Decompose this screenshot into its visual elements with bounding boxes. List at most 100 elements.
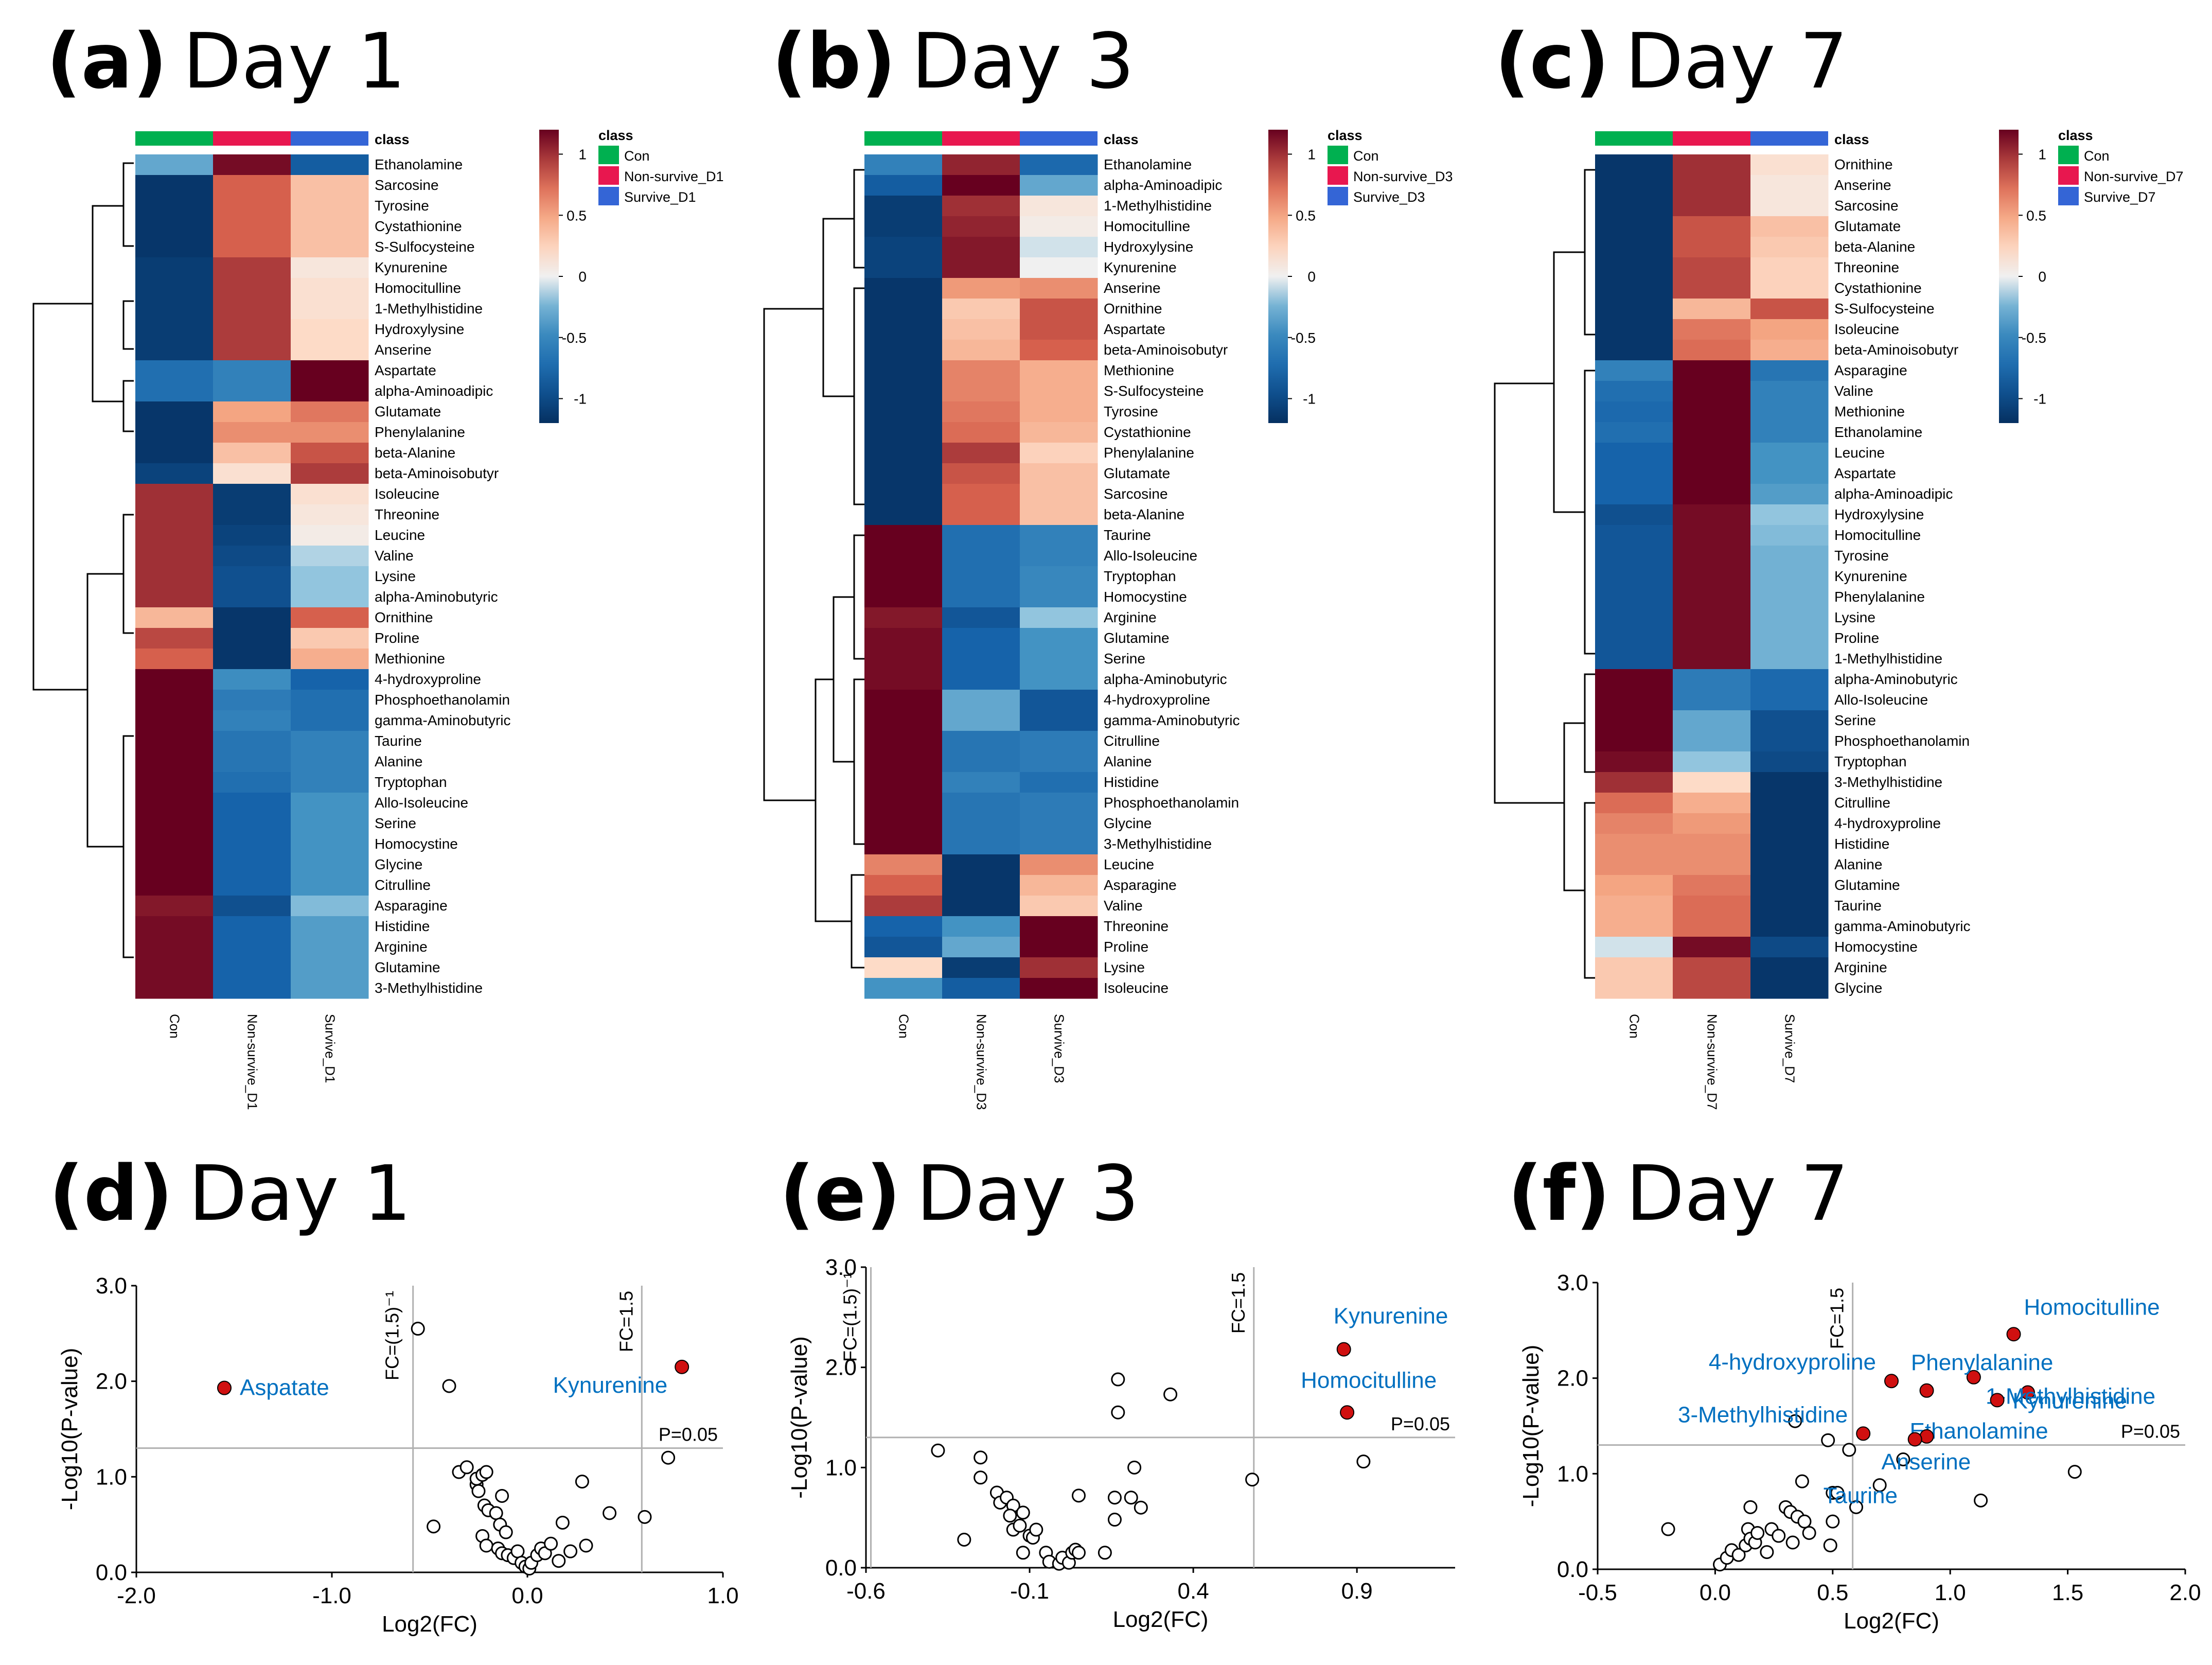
heatmap-cell <box>1595 669 1673 690</box>
heatmap-cell <box>135 834 214 855</box>
significant-point <box>1336 1342 1351 1357</box>
class-bar-cell <box>291 131 368 146</box>
heatmap-cell <box>1595 978 1673 999</box>
heatmap-cell <box>213 360 291 381</box>
data-point <box>931 1443 945 1458</box>
heatmap-cell <box>291 772 369 793</box>
heatmap-row-label: Proline <box>1834 630 1879 646</box>
heatmap-row-label: 4-hydroxyproline <box>1834 815 1941 831</box>
heatmap-cell <box>1673 937 1751 958</box>
heatmap-cell <box>942 957 1020 978</box>
heatmap-cell <box>291 299 369 320</box>
significant-point-label: Kynurenine <box>2013 1388 2128 1413</box>
heatmap-cell <box>1673 772 1751 793</box>
heatmap-cell <box>291 484 369 505</box>
heatmap-row-label: alpha-Aminoadipic <box>1104 177 1222 193</box>
x-tick-label: -0.5 <box>1578 1580 1617 1605</box>
heatmap-row-label: Alanine <box>375 753 422 769</box>
heatmap-cell <box>1673 669 1751 690</box>
significant-point <box>1856 1426 1871 1441</box>
y-tick-label: 1.0 <box>825 1455 857 1480</box>
heatmap-row-label: Alanine <box>1834 856 1882 872</box>
color-scale-bar <box>1999 130 2019 423</box>
heatmap-cell <box>942 772 1020 793</box>
x-tick-label: 0.9 <box>1341 1579 1373 1604</box>
heatmap-row-label: Taurine <box>375 733 422 749</box>
heatmap-cell <box>135 710 214 731</box>
heatmap-cell <box>942 401 1020 423</box>
heatmap-cell <box>1595 340 1673 361</box>
heatmap-cell <box>1020 875 1098 896</box>
heatmap-row-label: Anserine <box>375 342 432 358</box>
significant-point <box>1919 1429 1934 1444</box>
heatmap-row-label: Methionine <box>375 651 445 667</box>
x-tick-label: 2.0 <box>2169 1580 2201 1605</box>
heatmap-cell <box>213 793 291 814</box>
heatmap-cell <box>942 154 1020 176</box>
class-bar-cell <box>213 131 291 146</box>
heatmap-cell <box>213 772 291 793</box>
heatmap-cell <box>864 257 943 278</box>
heatmap-row-label: Valine <box>1834 383 1873 399</box>
heatmap-cell <box>1595 649 1673 670</box>
heatmap-cell <box>291 669 369 690</box>
heatmap-cell <box>1673 649 1751 670</box>
data-point <box>1743 1500 1758 1514</box>
heatmap-cell <box>864 175 943 196</box>
heatmap-row-label: Leucine <box>1104 856 1154 872</box>
heatmap-cell <box>1020 237 1098 258</box>
x-axis-label: Log2(FC) <box>382 1611 477 1637</box>
data-point <box>579 1538 593 1553</box>
data-point <box>1107 1491 1122 1505</box>
data-point <box>552 1554 566 1568</box>
heatmap-row-label: Hydroxylysine <box>1834 506 1924 522</box>
heatmap-cell <box>1595 751 1673 773</box>
heatmap-cell <box>864 319 943 340</box>
heatmap-cell <box>1673 978 1751 999</box>
panel-f-label: (f) <box>1508 1149 1611 1238</box>
heatmap-cell <box>213 237 291 258</box>
color-scale-tick-label: 0 <box>578 269 587 285</box>
heatmap-cell <box>942 299 1020 320</box>
heatmap-cell <box>1673 710 1751 731</box>
x-tick-label: 0.5 <box>1817 1580 1848 1605</box>
heatmap-cell <box>1750 710 1829 731</box>
heatmap-cell <box>1020 628 1098 649</box>
heatmap-cell <box>135 525 214 546</box>
color-scale-tick-label: 1 <box>2038 147 2046 163</box>
heatmap-row-label: S-Sulfocysteine <box>375 239 475 255</box>
heatmap-cell <box>1750 854 1829 875</box>
heatmap-cell <box>1020 731 1098 752</box>
heatmap-row-label: Lysine <box>375 568 416 584</box>
heatmap-cell <box>291 710 369 731</box>
heatmap-cell <box>942 237 1020 258</box>
class-legend-item: Survive_D1 <box>624 189 696 205</box>
significant-point <box>217 1380 232 1395</box>
heatmap-cell <box>291 257 369 278</box>
x-tick-label: 1.0 <box>1935 1580 1966 1605</box>
heatmap-cell <box>291 154 369 176</box>
significant-point <box>1907 1432 1922 1447</box>
heatmap-row-label: Glutamate <box>375 404 441 419</box>
heatmap-cell <box>864 793 943 814</box>
data-point <box>1163 1387 1178 1401</box>
data-point <box>563 1544 578 1558</box>
heatmap-row-label: beta-Aminoisobutyr <box>375 465 499 481</box>
panel-c-day: Day 7 <box>1625 17 1848 106</box>
heatmap-cell <box>135 319 214 340</box>
heatmap-cell <box>135 751 214 773</box>
heatmap-row-label: alpha-Aminobutyric <box>375 589 498 605</box>
data-point <box>603 1506 617 1520</box>
heatmap-cell <box>1020 340 1098 361</box>
heatmap-cell <box>135 299 214 320</box>
class-legend-swatch <box>598 166 619 185</box>
heatmap-row-label: S-Sulfocysteine <box>1104 383 1204 399</box>
heatmap-cell <box>291 381 369 402</box>
dendrogram-c <box>1494 169 1595 979</box>
heatmap-cell <box>213 628 291 649</box>
heatmap-cell <box>1750 649 1829 670</box>
class-legend-title: class <box>598 128 633 143</box>
heatmap-cell <box>135 360 214 381</box>
heatmap-cell <box>1020 443 1098 464</box>
class-bar-label: class <box>1104 132 1139 147</box>
